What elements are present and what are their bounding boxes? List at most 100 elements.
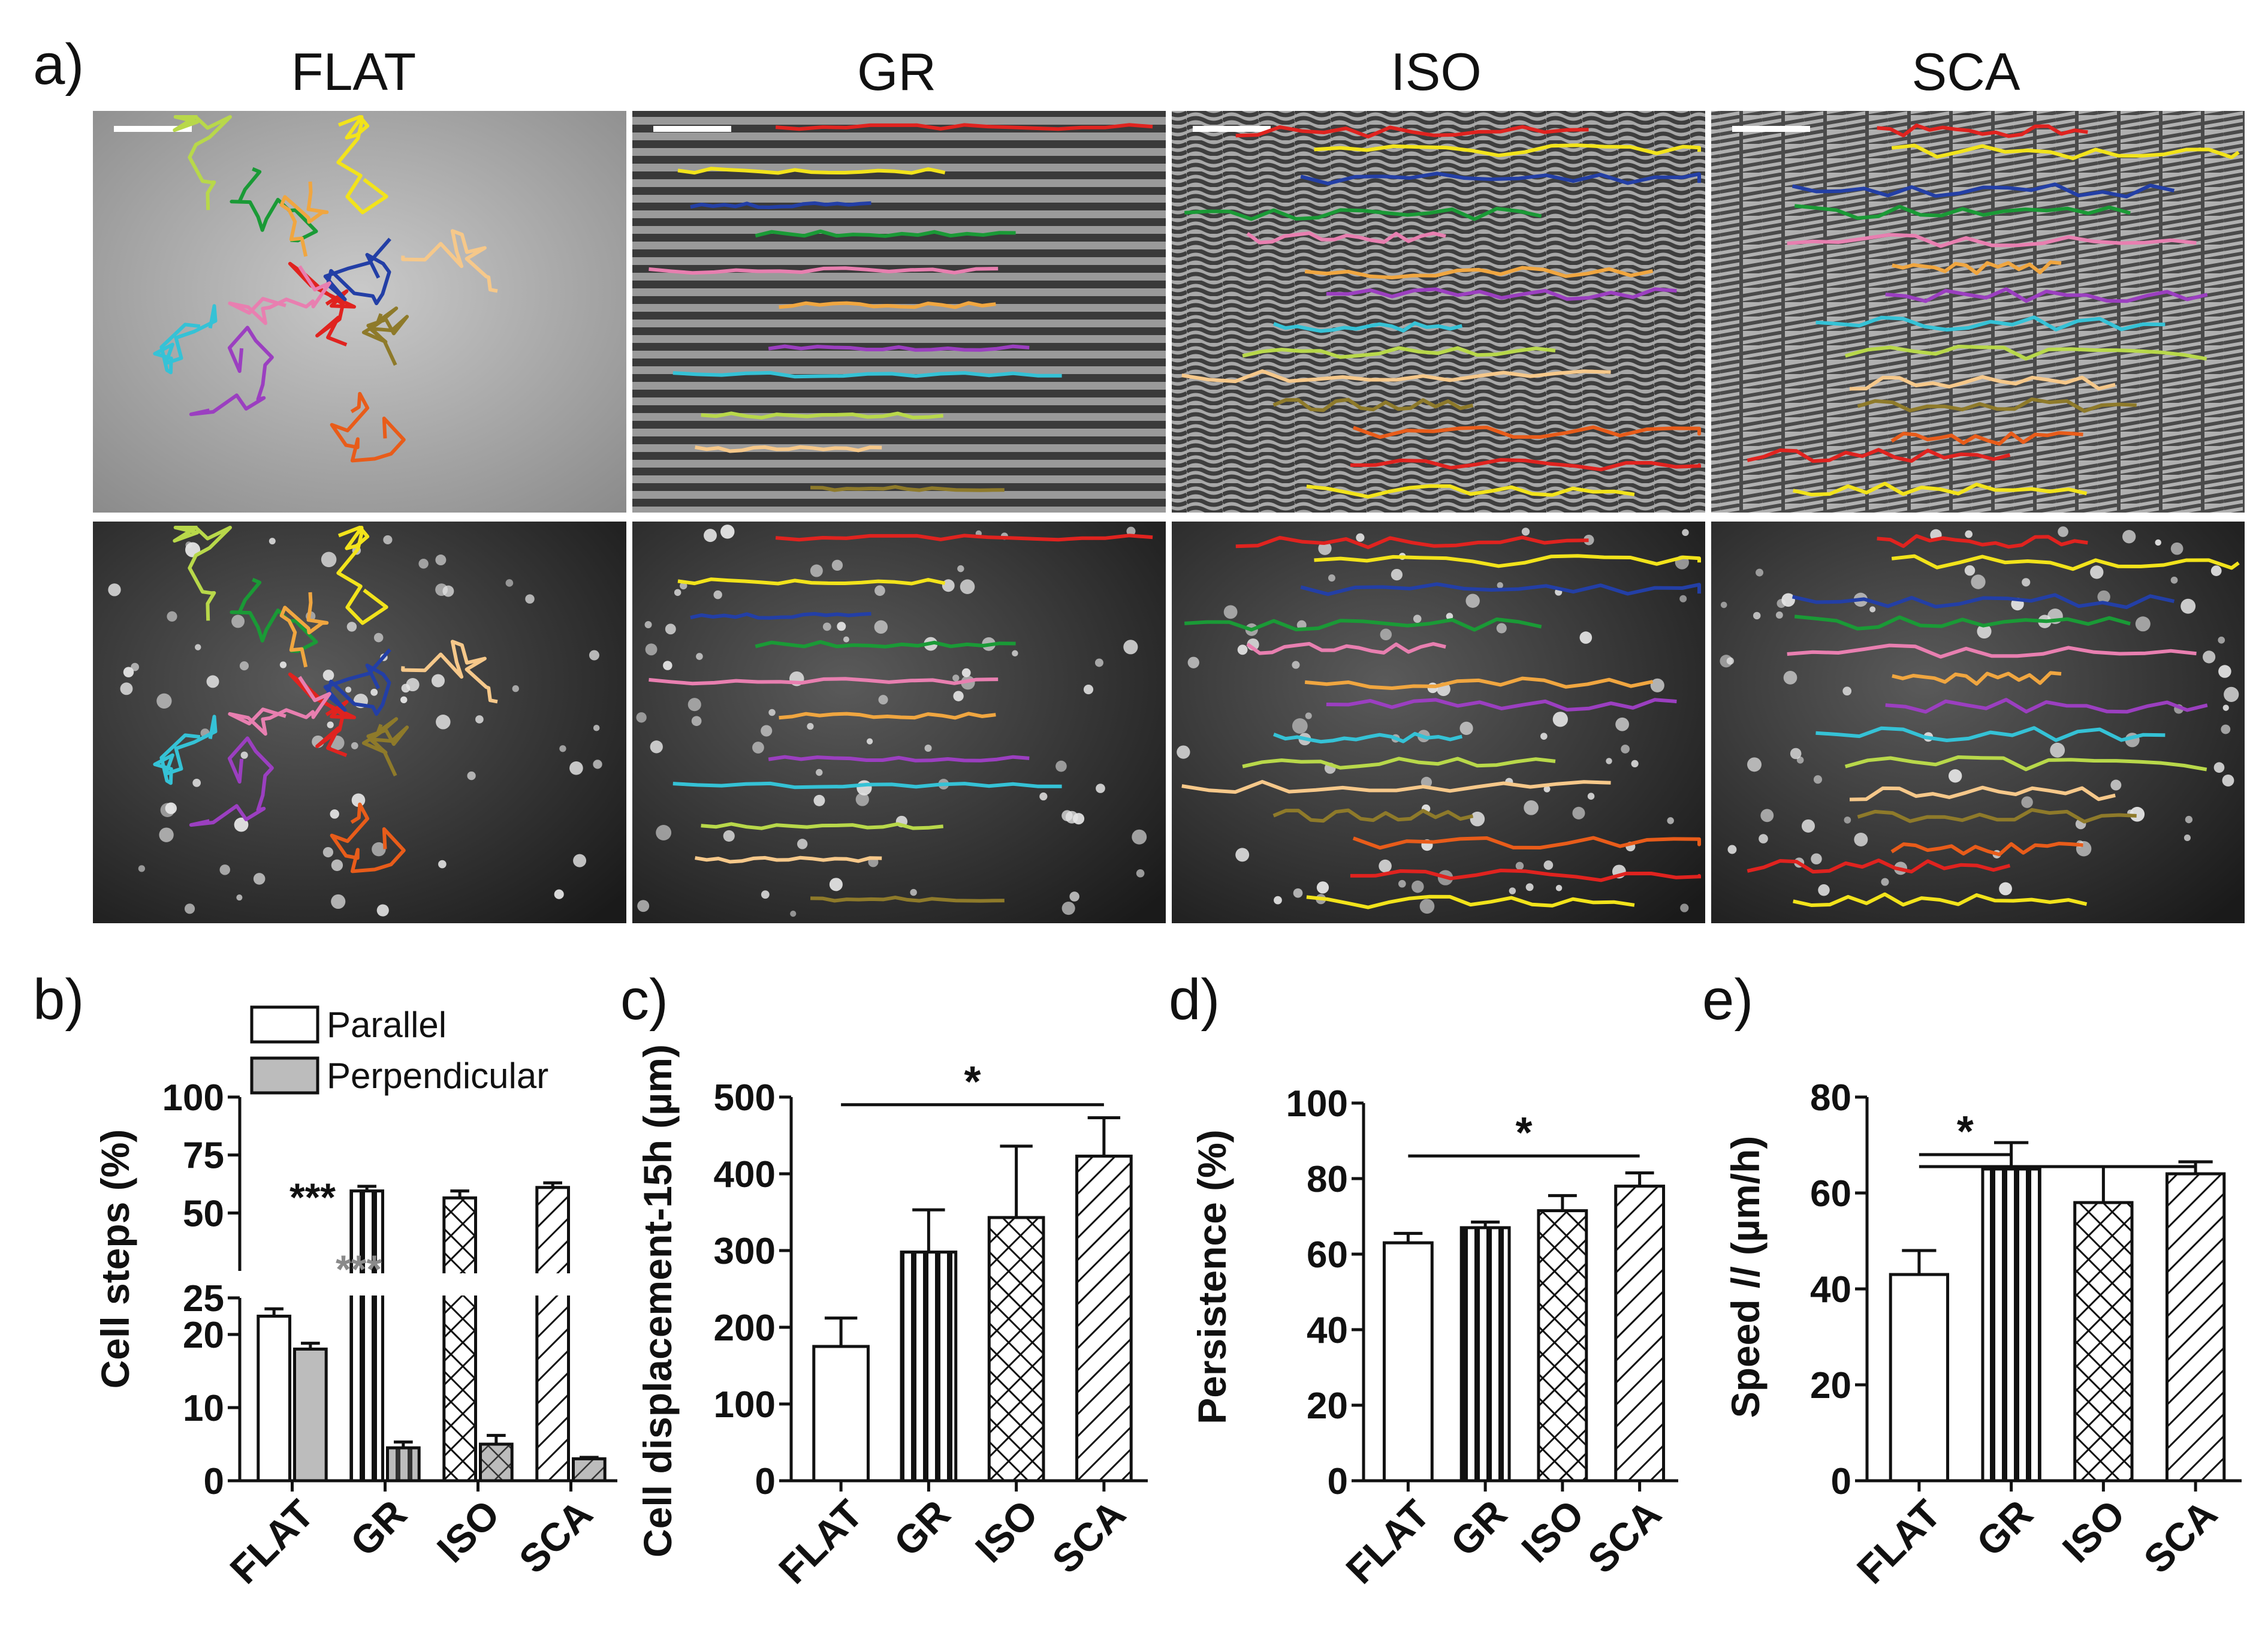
- nucleus: [1223, 605, 1238, 619]
- cell-track: [1181, 780, 1611, 794]
- nucleus: [636, 712, 647, 723]
- nucleus: [1881, 878, 1889, 886]
- cell-track: [1815, 726, 2166, 742]
- significance-parallel: ***: [289, 1175, 336, 1219]
- nucleus: [1854, 832, 1868, 846]
- legend-swatch-parallel: [250, 1005, 319, 1044]
- nucleus: [435, 583, 448, 596]
- significance-star: *: [964, 1058, 981, 1106]
- nucleus: [1187, 656, 1199, 668]
- significance-star: *: [1957, 1108, 1974, 1156]
- nucleus: [1606, 758, 1612, 764]
- x-tick-label: SCA: [2135, 1492, 2225, 1582]
- panel-b-label: b): [33, 968, 84, 1032]
- nucleus: [1842, 686, 1852, 696]
- nucleus: [2170, 542, 2183, 555]
- nucleus: [331, 894, 346, 909]
- nucleus: [807, 723, 814, 730]
- y-tick-label: 20: [1307, 1385, 1348, 1427]
- nucleus: [1524, 800, 1539, 815]
- bar-d-iso: [1537, 1209, 1588, 1483]
- nucleus: [167, 611, 177, 622]
- nucleus: [1470, 811, 1485, 827]
- chart-c: c) Cell displacement-15h (µm) 0 100 200 300 40…: [620, 968, 1148, 1592]
- bar-c-flat: [812, 1345, 870, 1483]
- y-tick-label: 40: [1810, 1269, 1851, 1310]
- nucleus: [874, 585, 885, 596]
- y-axis-label: Speed // (µm/h): [1723, 1136, 1768, 1418]
- panel-e-label: e): [1702, 968, 1753, 1032]
- y-tick-label: 60: [1810, 1173, 1851, 1215]
- cell-track: [361, 306, 409, 366]
- cell-track: [323, 648, 391, 716]
- nucleus: [1631, 760, 1639, 768]
- nucleus: [372, 842, 386, 857]
- nucleus: [1496, 623, 1507, 634]
- nucleus: [829, 878, 843, 891]
- nucleus: [1977, 624, 1992, 639]
- nucleus: [1759, 834, 1768, 843]
- nucleus: [1680, 903, 1689, 912]
- x-tick-label: SCA: [1579, 1492, 1670, 1582]
- cell-track: [690, 201, 871, 209]
- nucleus: [593, 724, 600, 731]
- cell-track: [1844, 755, 2207, 772]
- image-flat-brightfield: [93, 111, 626, 513]
- cell-track: [230, 167, 318, 243]
- nucleus: [2110, 779, 2122, 791]
- cell-track: [1891, 554, 2240, 571]
- nucleus: [2180, 598, 2196, 614]
- cell-track: [1314, 554, 1701, 568]
- nucleus: [1783, 670, 1797, 685]
- nucleus: [663, 661, 672, 670]
- nucleus: [351, 742, 358, 749]
- y-tick-label: 20: [183, 1315, 224, 1356]
- cell-track: [1857, 808, 2137, 824]
- cell-track: [1273, 731, 1463, 744]
- x-tick-label: FLAT: [770, 1492, 871, 1592]
- cell-track: [336, 526, 388, 625]
- cell-track: [1304, 676, 1654, 690]
- nucleus: [1509, 887, 1516, 894]
- x-tick-label: GR: [885, 1492, 958, 1565]
- nucleus: [351, 793, 366, 808]
- cell-track: [228, 265, 331, 326]
- nucleus: [1818, 884, 1830, 896]
- cell-track: [779, 301, 996, 309]
- nucleus: [2170, 576, 2178, 584]
- cell-track: [1892, 671, 2062, 686]
- nucleus: [370, 688, 378, 696]
- cell-track: [401, 229, 498, 293]
- x-tick-label: SCA: [1043, 1492, 1134, 1582]
- nucleus: [1413, 614, 1422, 623]
- cell-track: [1857, 397, 2137, 413]
- nucleus: [2185, 815, 2193, 824]
- nucleus: [236, 894, 243, 901]
- col-title-iso: ISO: [1391, 42, 1482, 101]
- nucleus: [1398, 879, 1406, 888]
- bar-b-flat-1: [293, 1347, 328, 1483]
- chart-e: e) Speed // (µm/h) 0 20 40 60 80 FLAT GR ISO SCA *: [1702, 968, 2242, 1592]
- cell-track: [323, 237, 391, 306]
- cell-track: [1885, 698, 2208, 714]
- nucleus: [2130, 806, 2145, 822]
- nucleus: [1515, 861, 1524, 870]
- cell-track: [1235, 535, 1589, 549]
- nucleus: [942, 579, 955, 592]
- cell-track: [695, 445, 882, 453]
- x-tick-label: ISO: [967, 1492, 1046, 1571]
- scale-bar-sca: [1732, 126, 1810, 132]
- nucleus: [1727, 845, 1737, 854]
- y-tick-label: 25: [183, 1278, 224, 1319]
- nucleus: [1579, 631, 1593, 644]
- nucleus: [761, 725, 773, 737]
- nucleus: [797, 839, 808, 849]
- nucleus: [185, 541, 192, 549]
- nucleus: [952, 674, 960, 682]
- nucleus: [656, 825, 672, 840]
- cell-track: [1246, 231, 1446, 245]
- image-iso-brightfield: [1172, 111, 1705, 513]
- nucleus: [2213, 762, 2225, 773]
- cell-track: [695, 855, 882, 864]
